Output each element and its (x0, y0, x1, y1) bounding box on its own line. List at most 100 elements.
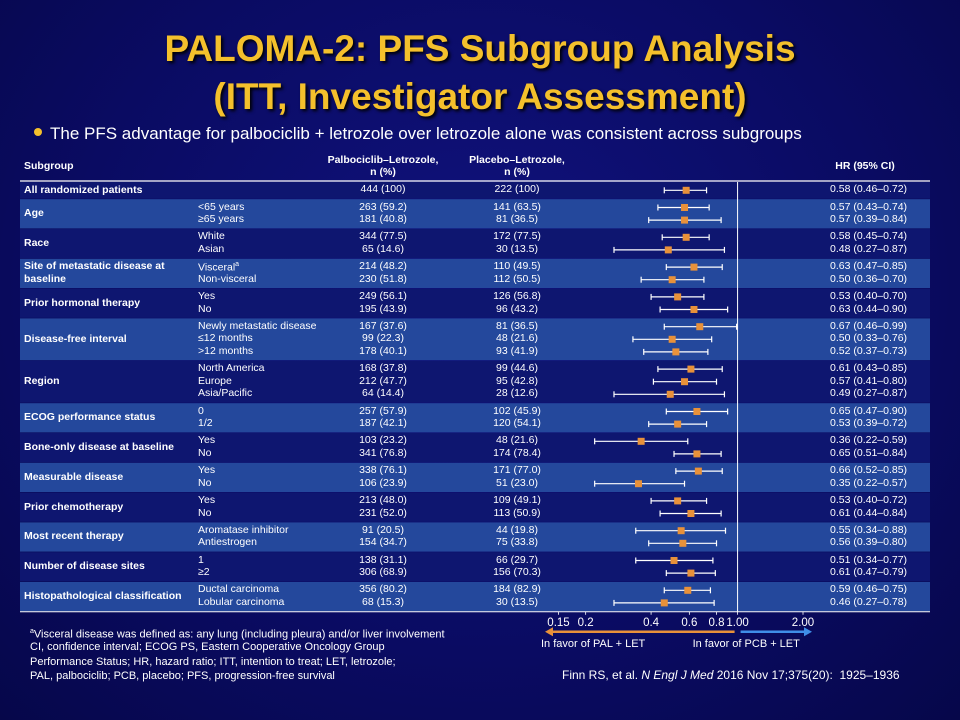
column-header: n (%) (370, 166, 396, 178)
hr-label: 0.63 (0.47–0.85) (830, 260, 908, 273)
x-tick-label: 1.00 (726, 616, 749, 629)
subgroup-name: Non-visceral (198, 272, 257, 285)
subgroup-name: No (198, 476, 212, 489)
pcb-n: 120 (54.1) (493, 417, 541, 430)
hr-marker (668, 335, 676, 343)
hr-label: 0.67 (0.46–0.99) (830, 319, 908, 332)
hr-label: 0.58 (0.45–0.74) (830, 230, 908, 243)
subgroup-name: Aromatase inhibitor (198, 523, 289, 536)
subgroup-name: Yes (198, 464, 216, 477)
pal-n: 65 (14.6) (361, 242, 405, 255)
subgroup-name: Yes (198, 289, 216, 302)
column-header: Palbociclib–Letrozole, (327, 154, 439, 166)
subgroup-name: 1 (198, 553, 204, 566)
subgroup-name: ≤12 months (198, 332, 253, 345)
group-label: Measurable disease (24, 470, 124, 483)
group-label: Age (24, 207, 44, 220)
hr-marker (681, 216, 689, 224)
subgroup-name: Newly metastatic disease (198, 319, 317, 332)
group-label: Prior chemotherapy (24, 500, 124, 513)
subgroup-name: Asian (198, 242, 225, 255)
x-tick-label: 2.00 (791, 616, 815, 629)
hr-marker (687, 365, 695, 373)
pal-n: 138 (31.1) (359, 553, 407, 566)
hr-label: 0.35 (0.22–0.57) (830, 476, 908, 489)
hr-marker (681, 378, 689, 386)
x-tick-label: 0.2 (577, 616, 594, 629)
citation-part: N Engl J Med (641, 667, 714, 682)
hr-label: 0.66 (0.52–0.85) (830, 464, 908, 477)
pal-n: 99 (22.3) (361, 332, 405, 345)
hr-marker (666, 390, 674, 398)
x-tick-label: 0.8 (708, 616, 725, 629)
hr-marker (682, 233, 690, 241)
group-label: Bone-only disease at baseline (24, 441, 174, 454)
pal-n: 341 (76.8) (359, 446, 407, 459)
hr-label: 0.50 (0.36–0.70) (830, 272, 908, 285)
hr-marker (690, 306, 698, 313)
group-label: Disease-free interval (24, 332, 127, 345)
pal-n: 195 (43.9) (359, 302, 407, 315)
pal-n: 178 (40.1) (359, 344, 407, 357)
subgroup-name: 0 (198, 404, 204, 417)
pal-n: 214 (48.2) (359, 260, 407, 273)
pal-n: 168 (37.8) (359, 362, 407, 375)
hr-marker (677, 527, 685, 535)
pal-n: 230 (51.8) (359, 272, 407, 285)
group-label: Number of disease sites (24, 560, 145, 573)
header-subgroup: Subgroup (24, 160, 74, 172)
footnote: aVisceral disease was defined as: any lu… (30, 627, 445, 641)
hr-label: 0.53 (0.39–0.72) (830, 417, 908, 430)
group-band (20, 462, 930, 492)
subgroup-name: ≥2 (198, 566, 210, 579)
subgroup-name: Antiestrogen (198, 536, 257, 549)
hr-marker (672, 348, 680, 356)
group-band (20, 522, 930, 552)
group-band (20, 492, 930, 522)
hr-label: 0.53 (0.40–0.70) (830, 289, 908, 302)
pal-n: 356 (80.2) (359, 583, 407, 596)
group-label: Region (24, 375, 60, 388)
hr-label: 0.55 (0.34–0.88) (830, 523, 908, 536)
pcb-n: 96 (43.2) (495, 302, 539, 315)
pal-n: 213 (48.0) (359, 493, 407, 506)
group-label: All randomized patients (24, 183, 143, 196)
x-tick-label: 0.6 (681, 616, 698, 629)
subgroup-name: Ductal carcinoma (198, 583, 280, 596)
group-band (20, 258, 930, 288)
hr-label: 0.63 (0.44–0.90) (830, 302, 908, 315)
hr-label: 0.49 (0.27–0.87) (830, 387, 908, 400)
group-label: Site of metastatic disease at baseline (24, 260, 165, 286)
citation: Finn RS, et al. N Engl J Med 2016 Nov 17… (562, 669, 900, 681)
hr-marker (637, 437, 645, 445)
bullet-dot (34, 128, 42, 136)
hr-label: 0.53 (0.40–0.72) (830, 493, 908, 506)
subgroup-name: No (198, 506, 212, 519)
pcb-n: 44 (19.8) (495, 523, 539, 536)
pal-n: 344 (77.5) (359, 230, 407, 243)
hr-marker (670, 557, 678, 564)
pal-n: 306 (68.9) (359, 566, 407, 579)
pal-n: 249 (56.1) (359, 289, 407, 302)
subgroup-name: White (198, 230, 225, 243)
hr-marker (679, 539, 687, 547)
pal-n: 103 (23.2) (359, 434, 407, 447)
pcb-n: 112 (50.5) (493, 272, 541, 285)
subgroup-name: Yes (198, 493, 216, 506)
pal-n: 263 (59.2) (359, 200, 407, 213)
hr-label: 0.56 (0.39–0.80) (830, 536, 908, 549)
hr-marker (664, 246, 672, 254)
hr-label: 0.61 (0.47–0.79) (830, 566, 908, 579)
hr-marker (681, 204, 689, 211)
pal-n: 106 (23.9) (359, 476, 407, 489)
x-tick-label: 0.15 (547, 616, 570, 629)
pcb-n: 75 (33.8) (495, 536, 539, 549)
hr-label: 0.46 (0.27–0.78) (830, 595, 908, 608)
subgroup-name: No (198, 446, 212, 459)
hr-marker (674, 420, 682, 428)
pal-n: 68 (15.3) (361, 595, 405, 608)
group-band (20, 433, 930, 463)
favor-arrowhead (545, 627, 553, 637)
title: (ITT, Investigator Assessment) (213, 76, 747, 117)
hr-marker (634, 480, 642, 488)
